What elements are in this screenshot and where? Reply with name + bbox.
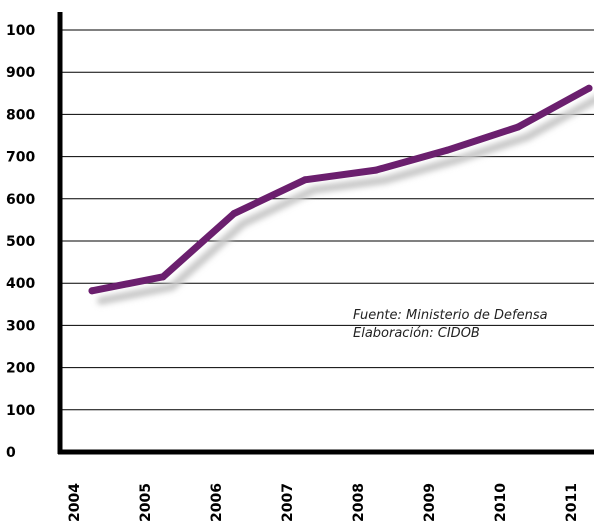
source-line: Fuente: Ministerio de Defensa (353, 308, 548, 323)
y-tick-label: 900 (6, 65, 35, 81)
series-line (88, 84, 593, 295)
series (88, 84, 594, 305)
x-tick-label: 2010 (493, 483, 509, 522)
y-tick-label: 100 (6, 23, 35, 39)
y-tick-label: 200 (6, 361, 35, 377)
data-point (88, 287, 96, 295)
x-axis-tick-labels: 2004 2005 2006 2007 2008 2009 2010 2011 (67, 483, 580, 522)
data-point (230, 210, 238, 218)
y-tick-label: 800 (6, 107, 35, 123)
x-tick-label: 2007 (280, 483, 296, 522)
y-tick-label: 400 (6, 276, 35, 292)
credit-line: Elaboración: CIDOB (353, 326, 480, 341)
x-tick-label: 2009 (422, 483, 438, 522)
data-point (159, 273, 167, 281)
source-annotation: Fuente: Ministerio de Defensa Elaboració… (353, 308, 548, 341)
y-tick-label: 0 (6, 445, 16, 461)
axes (57, 12, 594, 455)
x-tick-label: 2006 (209, 483, 225, 522)
y-axis-tick-labels: 0 100 200 300 400 500 600 700 800 900 100 (6, 23, 35, 461)
y-tick-label: 600 (6, 192, 35, 208)
y-tick-label: 300 (6, 318, 35, 334)
data-point (443, 146, 451, 154)
data-point (372, 166, 380, 174)
x-tick-label: 2005 (138, 483, 154, 522)
x-tick-label: 2011 (564, 483, 580, 522)
data-point (301, 176, 309, 184)
x-tick-label: 2008 (351, 483, 367, 522)
series-shadow (97, 95, 594, 305)
data-point (514, 123, 522, 131)
x-tick-label: 2004 (67, 483, 83, 522)
y-tick-label: 700 (6, 150, 35, 166)
y-tick-label: 500 (6, 234, 35, 250)
gridlines (60, 29, 594, 411)
y-tick-label: 100 (6, 403, 35, 419)
data-point (585, 84, 593, 92)
